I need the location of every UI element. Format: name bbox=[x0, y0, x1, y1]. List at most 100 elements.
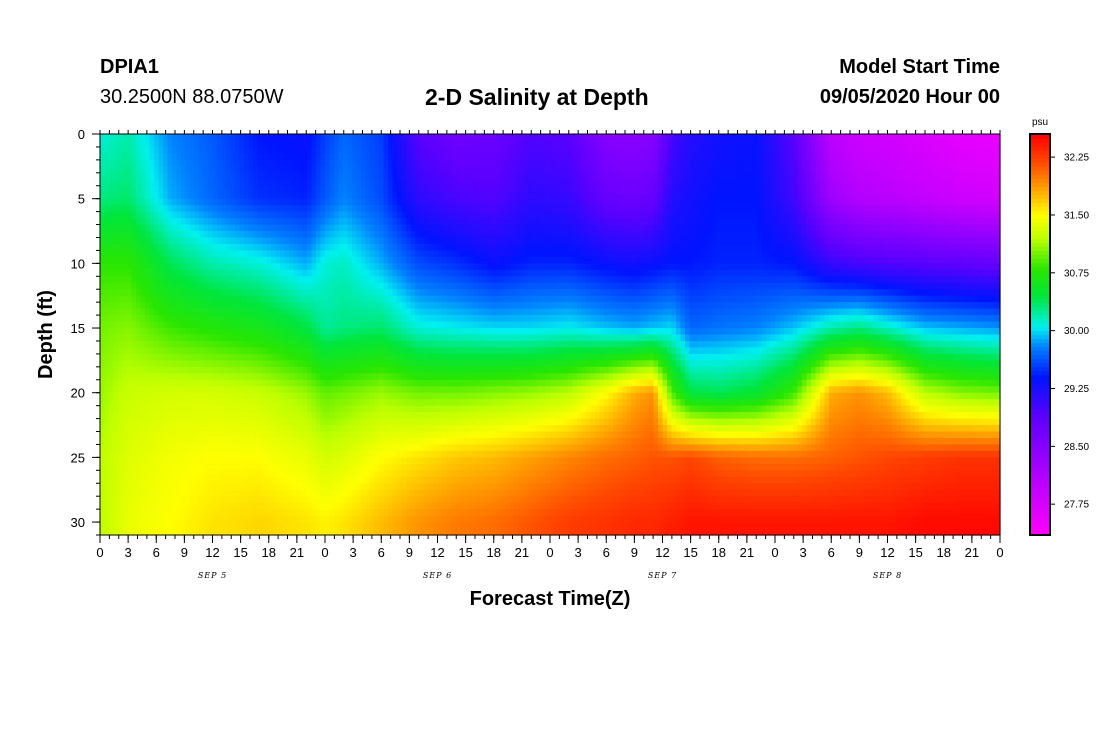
heatmap-cell bbox=[122, 483, 128, 491]
heatmap-cell bbox=[379, 140, 385, 148]
heatmap-cell bbox=[379, 334, 385, 342]
heatmap-cell bbox=[388, 405, 394, 413]
heatmap-cell bbox=[401, 256, 407, 264]
heatmap-cell bbox=[329, 347, 335, 355]
heatmap-cell bbox=[460, 282, 466, 290]
heatmap-cell bbox=[239, 463, 245, 471]
heatmap-cell bbox=[109, 412, 115, 420]
heatmap-cell bbox=[194, 489, 200, 497]
heatmap-cell bbox=[370, 269, 376, 277]
heatmap-cell bbox=[104, 211, 110, 219]
heatmap-cell bbox=[433, 159, 439, 167]
heatmap-cell bbox=[176, 470, 182, 478]
heatmap-cell bbox=[154, 198, 160, 206]
heatmap-cell bbox=[271, 476, 277, 484]
heatmap-cell bbox=[455, 295, 461, 303]
heatmap-cell bbox=[388, 360, 394, 368]
heatmap-cell bbox=[455, 412, 461, 420]
heatmap-cell bbox=[118, 431, 124, 439]
heatmap-cell bbox=[131, 172, 137, 180]
heatmap-cell bbox=[226, 496, 232, 504]
heatmap-cell bbox=[239, 496, 245, 504]
heatmap-cell bbox=[334, 353, 340, 361]
heatmap-cell bbox=[460, 295, 466, 303]
heatmap-cell bbox=[181, 302, 187, 310]
heatmap-cell bbox=[334, 496, 340, 504]
heatmap-cell bbox=[194, 515, 200, 523]
heatmap-cell bbox=[248, 483, 254, 491]
heatmap-cell bbox=[275, 205, 281, 213]
heatmap-cell bbox=[415, 231, 421, 239]
heatmap-cell bbox=[275, 379, 281, 387]
heatmap-cell bbox=[446, 366, 452, 374]
heatmap-cell bbox=[248, 463, 254, 471]
heatmap-cell bbox=[266, 328, 272, 336]
heatmap-cell bbox=[167, 198, 173, 206]
heatmap-cell bbox=[334, 373, 340, 381]
heatmap-cell bbox=[289, 282, 295, 290]
heatmap-cell bbox=[298, 496, 304, 504]
heatmap-cell bbox=[311, 263, 317, 271]
heatmap-cell bbox=[212, 263, 218, 271]
heatmap-cell bbox=[131, 353, 137, 361]
heatmap-cell bbox=[289, 159, 295, 167]
heatmap-cell bbox=[437, 269, 443, 277]
heatmap-cell bbox=[397, 340, 403, 349]
heatmap-cell bbox=[343, 263, 349, 271]
heatmap-cell bbox=[280, 153, 286, 161]
heatmap-cell bbox=[176, 399, 182, 407]
heatmap-cell bbox=[415, 334, 421, 342]
heatmap-cell bbox=[280, 405, 286, 413]
heatmap-cell bbox=[154, 295, 160, 303]
heatmap-cell bbox=[388, 302, 394, 310]
heatmap-cell bbox=[446, 476, 452, 484]
heatmap-cell bbox=[415, 373, 421, 381]
heatmap-cell bbox=[217, 444, 223, 452]
heatmap-cell bbox=[383, 153, 389, 161]
heatmap-cell bbox=[113, 315, 119, 323]
heatmap-cell bbox=[235, 159, 241, 167]
heatmap-cell bbox=[239, 373, 245, 381]
heatmap-cell bbox=[428, 185, 434, 193]
heatmap-cell bbox=[239, 366, 245, 374]
heatmap-cell bbox=[284, 315, 290, 323]
heatmap-cell bbox=[248, 522, 254, 530]
heatmap-cell bbox=[185, 392, 191, 400]
heatmap-cell bbox=[352, 302, 358, 310]
heatmap-cell bbox=[338, 134, 344, 142]
heatmap-cell bbox=[361, 211, 367, 219]
heatmap-cell bbox=[154, 224, 160, 232]
heatmap-cell bbox=[181, 218, 187, 226]
heatmap-cell bbox=[397, 134, 403, 142]
heatmap-cell bbox=[424, 315, 430, 323]
heatmap-cell bbox=[289, 353, 295, 361]
heatmap-cell bbox=[248, 179, 254, 187]
heatmap-cell bbox=[424, 146, 430, 155]
heatmap-cell bbox=[316, 522, 322, 530]
heatmap-cell bbox=[118, 489, 124, 497]
heatmap-cell bbox=[140, 431, 146, 439]
heatmap-cell bbox=[190, 457, 196, 465]
heatmap-cell bbox=[235, 185, 241, 193]
heatmap-cell bbox=[356, 134, 362, 142]
heatmap-cell bbox=[257, 237, 263, 245]
heatmap-cell bbox=[230, 211, 236, 219]
heatmap-cell bbox=[172, 360, 178, 368]
heatmap-cell bbox=[253, 509, 259, 517]
heatmap-cell bbox=[446, 444, 452, 452]
heatmap-cell bbox=[235, 476, 241, 484]
heatmap-cell bbox=[289, 153, 295, 161]
heatmap-cell bbox=[203, 522, 209, 530]
heatmap-cell bbox=[257, 450, 263, 458]
heatmap-cell bbox=[451, 192, 457, 200]
heatmap-cell bbox=[325, 405, 331, 413]
heatmap-cell bbox=[302, 528, 308, 536]
heatmap-cell bbox=[217, 321, 223, 329]
heatmap-cell bbox=[329, 159, 335, 167]
heatmap-cell bbox=[446, 399, 452, 407]
heatmap-cell bbox=[212, 450, 218, 458]
heatmap-cell bbox=[311, 243, 317, 252]
heatmap-cell bbox=[257, 399, 263, 407]
heatmap-cell bbox=[293, 528, 299, 536]
heatmap-cell bbox=[122, 166, 128, 174]
